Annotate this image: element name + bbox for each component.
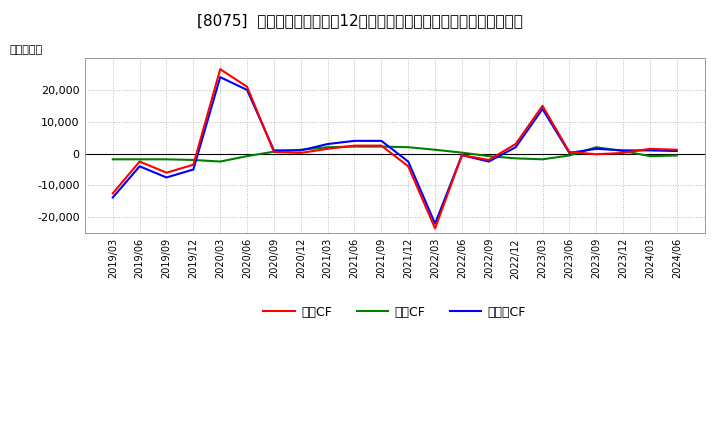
営業CF bbox=[109, 191, 117, 196]
営業CF bbox=[431, 226, 439, 231]
投資CF bbox=[269, 149, 278, 154]
フリーCF bbox=[216, 74, 225, 80]
投資CF bbox=[458, 150, 467, 155]
投資CF bbox=[189, 158, 198, 163]
営業CF bbox=[269, 149, 278, 154]
投資CF bbox=[135, 157, 144, 162]
フリーCF bbox=[162, 175, 171, 180]
フリーCF bbox=[404, 159, 413, 164]
営業CF bbox=[377, 143, 386, 148]
投資CF bbox=[350, 144, 359, 149]
営業CF bbox=[538, 103, 546, 109]
投資CF bbox=[592, 145, 600, 150]
営業CF bbox=[618, 150, 627, 156]
フリーCF bbox=[592, 146, 600, 151]
フリーCF bbox=[511, 145, 520, 150]
営業CF bbox=[511, 141, 520, 147]
営業CF bbox=[404, 164, 413, 169]
投資CF bbox=[431, 147, 439, 152]
フリーCF bbox=[431, 221, 439, 226]
投資CF bbox=[618, 148, 627, 154]
投資CF bbox=[538, 157, 546, 162]
フリーCF bbox=[297, 148, 305, 153]
投資CF bbox=[297, 147, 305, 152]
Line: フリーCF: フリーCF bbox=[113, 77, 677, 224]
営業CF bbox=[297, 150, 305, 156]
投資CF bbox=[162, 157, 171, 162]
フリーCF bbox=[269, 148, 278, 153]
投資CF bbox=[377, 144, 386, 149]
Text: [8075]  キャッシュフローの12か月移動合計の対前年同期増減額の推移: [8075] キャッシュフローの12か月移動合計の対前年同期増減額の推移 bbox=[197, 13, 523, 28]
営業CF bbox=[323, 146, 332, 151]
営業CF bbox=[350, 143, 359, 148]
フリーCF bbox=[565, 150, 574, 156]
フリーCF bbox=[243, 87, 251, 92]
投資CF bbox=[404, 145, 413, 150]
営業CF bbox=[672, 147, 681, 152]
営業CF bbox=[646, 146, 654, 151]
フリーCF bbox=[672, 148, 681, 154]
営業CF bbox=[135, 159, 144, 164]
フリーCF bbox=[646, 148, 654, 153]
営業CF bbox=[189, 162, 198, 167]
投資CF bbox=[243, 154, 251, 159]
Line: 営業CF: 営業CF bbox=[113, 69, 677, 228]
投資CF bbox=[323, 145, 332, 150]
投資CF bbox=[511, 156, 520, 161]
Line: 投資CF: 投資CF bbox=[113, 147, 677, 161]
フリーCF bbox=[350, 138, 359, 143]
Legend: 営業CF, 投資CF, フリーCF: 営業CF, 投資CF, フリーCF bbox=[258, 301, 531, 324]
営業CF bbox=[565, 149, 574, 154]
投資CF bbox=[672, 153, 681, 158]
投資CF bbox=[216, 159, 225, 164]
投資CF bbox=[109, 157, 117, 162]
営業CF bbox=[592, 151, 600, 157]
フリーCF bbox=[538, 106, 546, 112]
投資CF bbox=[565, 153, 574, 158]
フリーCF bbox=[618, 148, 627, 153]
フリーCF bbox=[323, 141, 332, 147]
投資CF bbox=[485, 154, 493, 159]
Y-axis label: （百万円）: （百万円） bbox=[9, 44, 42, 55]
営業CF bbox=[243, 84, 251, 89]
フリーCF bbox=[377, 138, 386, 143]
フリーCF bbox=[485, 159, 493, 164]
フリーCF bbox=[458, 153, 467, 158]
営業CF bbox=[216, 66, 225, 72]
フリーCF bbox=[189, 167, 198, 172]
営業CF bbox=[458, 153, 467, 158]
営業CF bbox=[162, 170, 171, 175]
フリーCF bbox=[135, 164, 144, 169]
投資CF bbox=[646, 154, 654, 159]
営業CF bbox=[485, 158, 493, 163]
フリーCF bbox=[109, 195, 117, 200]
